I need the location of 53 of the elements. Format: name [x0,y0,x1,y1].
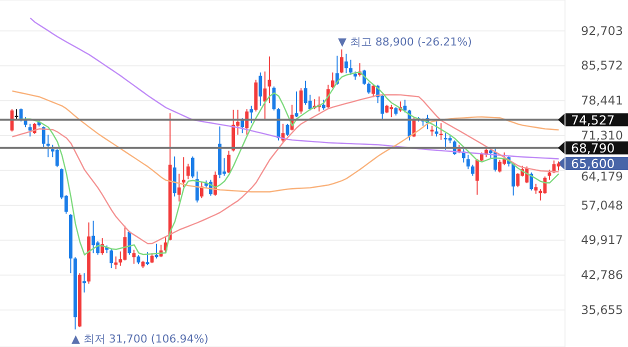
candlestick [46,134,50,158]
candlestick [475,158,479,196]
candlestick [294,90,298,118]
candlestick [534,183,538,194]
candlestick [340,48,344,74]
candlestick [362,69,366,86]
candlestick [512,162,516,196]
candlestick [82,272,86,293]
y-tick-label: 85,572 [581,58,623,73]
candlestick [250,105,254,124]
candlestick [349,59,352,76]
candlestick [434,119,438,137]
candlestick [470,164,474,176]
y-tick-label: 42,786 [581,268,623,282]
candlestick [55,148,59,168]
candlestick [110,248,114,269]
candlestick [186,163,190,180]
candlestick [28,123,32,137]
candlestick [268,56,272,104]
annotation: ▼ 최고 88,900 (-26.21%) [338,35,472,48]
candlestick [190,156,194,179]
ref-line-label: 68,790 [571,140,615,156]
annotation: ▲ 최저 31,700 (106.94%) [71,332,208,346]
candlestick [367,82,370,94]
y-tick-label: 49,917 [581,233,623,248]
ref-line-label: 74,527 [571,112,615,128]
candlestick [227,150,230,174]
candlestick [335,55,339,86]
candlestick [42,126,46,149]
candlestick [263,71,267,120]
candlestick [466,154,470,170]
candlestick [403,99,407,113]
candlestick [182,156,186,188]
candlestick [530,172,534,191]
candlestick [548,169,552,180]
y-tick-label: 57,048 [581,198,623,212]
candlestick [258,72,262,106]
y-tick-label: 78,441 [581,94,623,108]
candlestick [372,84,376,98]
candlestick [195,170,199,203]
candlestick [114,256,118,270]
y-tick-label: 92,703 [581,24,623,38]
candlestick [516,172,520,188]
y-tick-label: 71,310 [581,128,623,143]
candlestick [330,72,334,89]
candlestick [132,249,136,264]
candlestick [322,99,326,110]
candlestick [200,182,204,199]
candlestick [177,173,181,202]
y-tick-label: 35,655 [581,303,623,318]
candlestick [344,53,348,74]
text: 65,600 [571,156,615,171]
y-tick-label: 64,179 [581,169,623,184]
